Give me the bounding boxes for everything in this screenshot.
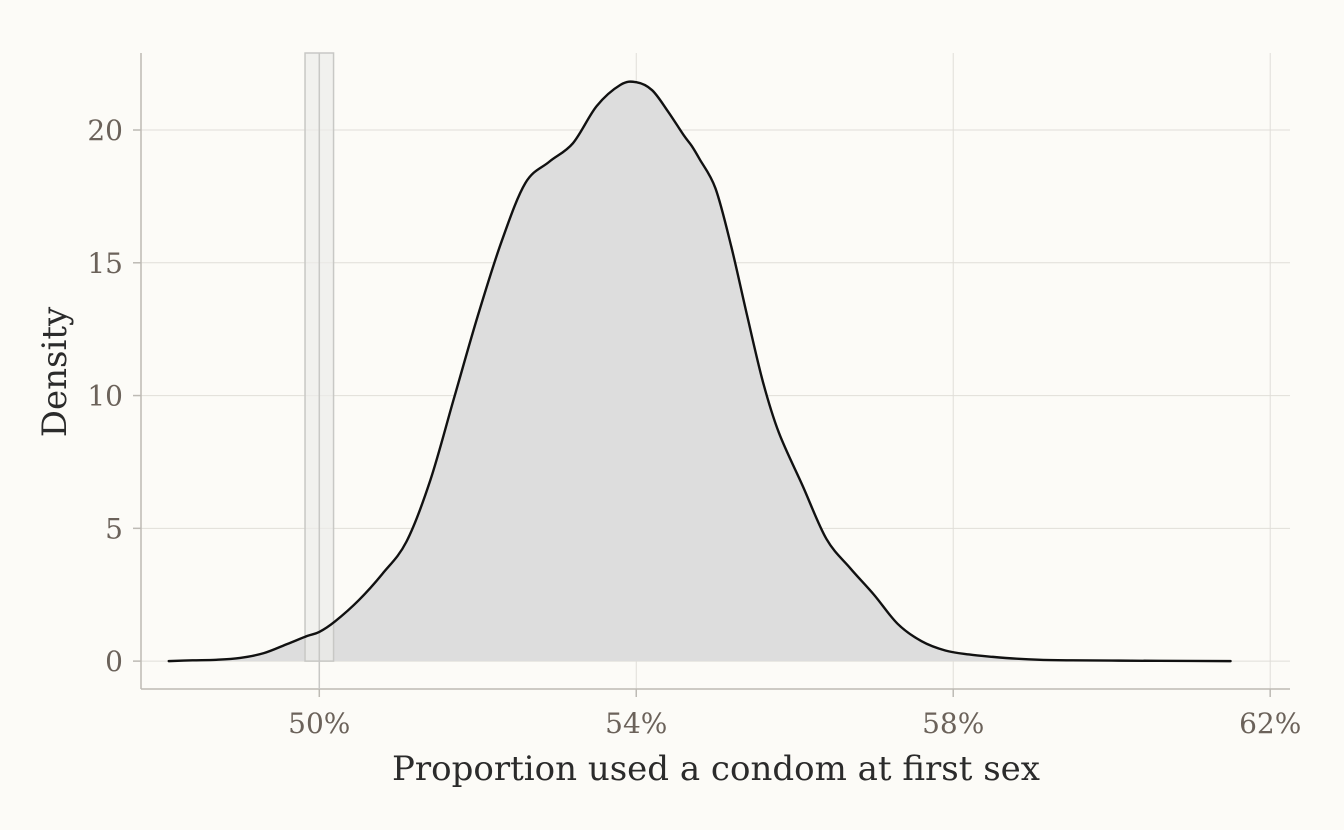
y-axis-title: Density [35,306,75,437]
reference-band-layer [304,52,335,689]
y-tick-label: 10 [87,380,123,413]
x-tick-label: 62% [1239,707,1301,740]
x-tick-labels: 50% 54% 58% 62% [288,707,1301,740]
density-area-layer [168,81,1231,662]
y-tick-labels: 0 5 10 15 20 [87,114,123,678]
density-line [167,80,1232,663]
y-tick-label: 20 [87,114,123,147]
x-tick-label: 58% [922,707,984,740]
y-tick-label: 5 [105,512,123,545]
x-tick-label: 50% [288,707,350,740]
y-tick-label: 0 [105,645,123,678]
x-tick-label: 54% [605,707,667,740]
y-tick-label: 15 [87,247,123,280]
density-area [168,81,1231,662]
density-line-layer [167,80,1232,663]
x-axis-title: Proportion used a condom at first sex [392,749,1040,789]
axis-frame [133,53,1290,697]
